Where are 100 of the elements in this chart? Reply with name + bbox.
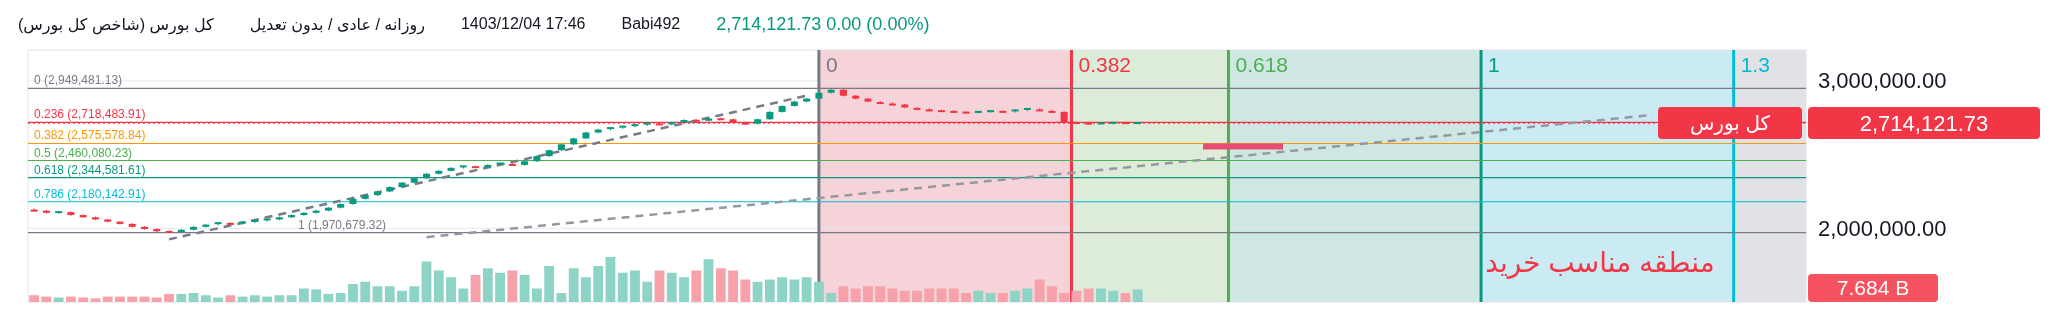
- bar: [912, 290, 922, 302]
- bar: [470, 275, 481, 302]
- bar: [1046, 286, 1057, 302]
- annotation: 0: [825, 53, 838, 76]
- bar: [262, 296, 273, 302]
- bar: [53, 297, 64, 302]
- bar: [544, 266, 555, 302]
- bar: [703, 259, 714, 302]
- bar: [348, 284, 358, 302]
- candlestick: [300, 211, 308, 217]
- bar: [777, 277, 788, 302]
- bar: [102, 296, 113, 302]
- annotation: 0.382: [1078, 53, 1132, 76]
- bar: [666, 272, 677, 302]
- bar: [899, 290, 910, 302]
- bar: [409, 286, 420, 302]
- candlestick: [447, 166, 455, 173]
- ref-line-label: کل بورس: [1689, 112, 1771, 136]
- bar: [127, 296, 138, 302]
- ref-line-label: 0.382 (2,575,578.84): [34, 128, 146, 143]
- annotation: 0.618: [1235, 53, 1289, 76]
- bar: [397, 290, 407, 302]
- bar: [495, 272, 505, 302]
- bar: [826, 293, 837, 302]
- bar: [1022, 288, 1033, 302]
- bar: [617, 272, 628, 302]
- bar: [1059, 293, 1070, 302]
- bar: [948, 288, 959, 302]
- ref-line-label: 0.5 (2,460,080.23): [34, 145, 133, 160]
- bar: [323, 293, 334, 302]
- ref-line-label: 0 (2,949,481.13): [34, 73, 123, 88]
- bar: [814, 281, 824, 302]
- bar: [176, 293, 187, 302]
- bar: [66, 296, 76, 302]
- annotation: 1.3: [1740, 53, 1770, 76]
- candlestick: [1011, 109, 1019, 114]
- bar: [274, 295, 285, 302]
- ref-line-label: 1 (1,970,679.32): [298, 217, 387, 232]
- bar: [556, 293, 567, 302]
- bar: [482, 268, 493, 302]
- bar: [1083, 288, 1094, 302]
- bar: [225, 295, 236, 302]
- bar: [740, 279, 751, 302]
- text: Babi492: [621, 15, 681, 33]
- text: 1403/12/04 17:46: [460, 15, 586, 33]
- candlestick: [67, 210, 75, 217]
- bar: [875, 286, 886, 302]
- bar: [164, 293, 174, 302]
- annotation: 1: [1488, 53, 1500, 76]
- bar: [421, 261, 432, 302]
- bar: [519, 275, 530, 302]
- bar: [433, 270, 444, 302]
- chart-title: کل بورس (شاخص کل بورس): [18, 14, 214, 34]
- bar: [78, 297, 89, 302]
- bar: [1096, 288, 1106, 302]
- bar: [715, 268, 726, 302]
- text: 2,714,121.73 0.00 (0.00%): [716, 13, 930, 35]
- candlestick: [962, 110, 970, 114]
- bar: [850, 288, 861, 302]
- bar: [924, 288, 935, 302]
- bar: [691, 270, 702, 302]
- bar: [249, 295, 260, 302]
- y-tick-label: 3,000,000.00: [1818, 68, 1947, 94]
- bar: [41, 296, 52, 302]
- bar: [188, 293, 199, 302]
- bar: [1120, 293, 1131, 302]
- bar: [200, 295, 211, 302]
- chart-subtitle: روزانه / عادی / بدون تعدیل: [249, 14, 425, 34]
- candlestick: [30, 207, 38, 212]
- bar: [446, 277, 456, 302]
- bar: [581, 277, 591, 302]
- bar: [1010, 290, 1020, 302]
- candlestick: [496, 162, 504, 167]
- bar: [213, 297, 223, 302]
- bar: [90, 298, 101, 302]
- bar: [1132, 289, 1143, 302]
- bar: [863, 286, 873, 302]
- text: 2,714,121.73: [1859, 111, 1989, 137]
- bar: [642, 281, 653, 302]
- bar: [654, 270, 665, 302]
- bar: [335, 293, 346, 302]
- bar: [789, 279, 800, 302]
- text: 7.684 B: [1836, 276, 1910, 299]
- bar: [728, 270, 738, 302]
- bar: [605, 257, 616, 302]
- bar: [838, 286, 849, 302]
- bar: [286, 295, 297, 302]
- bar: [973, 290, 984, 302]
- bar: [764, 279, 775, 302]
- bar: [1034, 279, 1045, 302]
- bar: [298, 288, 309, 302]
- candlestick: [116, 220, 124, 226]
- bar: [752, 281, 763, 302]
- bar: [679, 277, 689, 302]
- bar: [997, 293, 1008, 302]
- bar: [961, 293, 971, 302]
- bar: [360, 281, 371, 302]
- bar: [801, 277, 812, 302]
- candlestick: [263, 218, 271, 223]
- bar: [1108, 290, 1119, 302]
